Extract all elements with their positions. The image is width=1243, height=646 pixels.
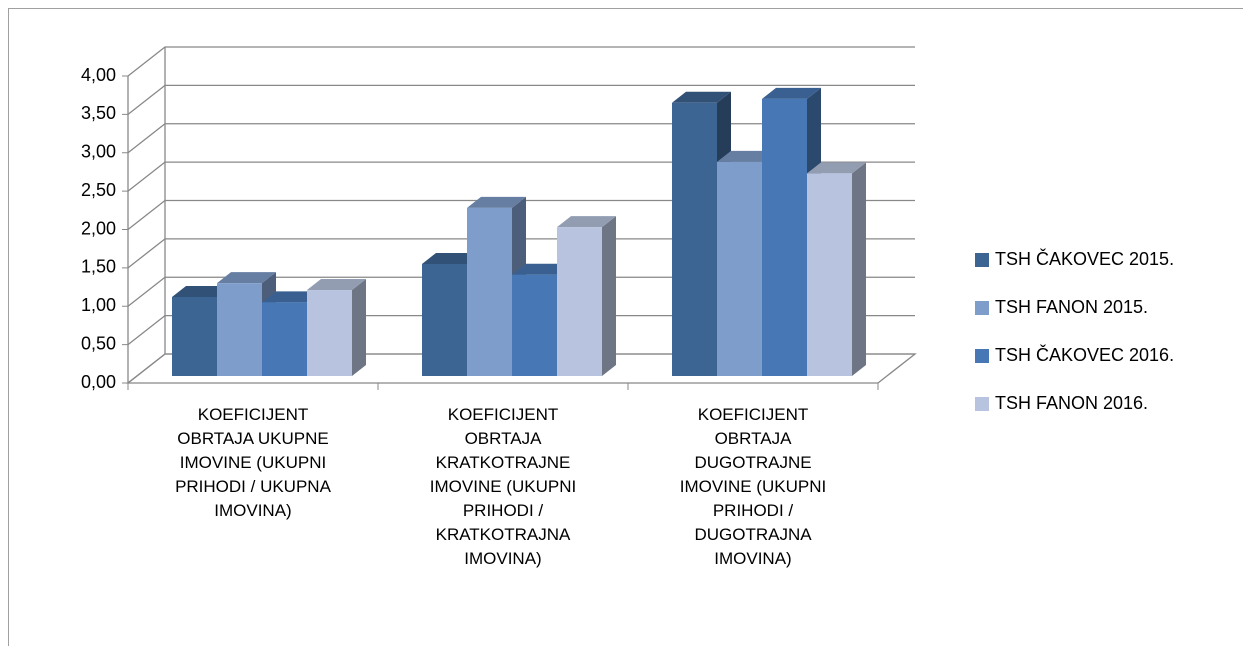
y-tick-label: 3,00 — [81, 142, 116, 162]
bar-top — [172, 285, 231, 297]
bar — [217, 283, 262, 376]
bar-top — [557, 216, 616, 228]
bar-top — [307, 279, 366, 291]
bar-side — [852, 162, 866, 376]
legend-swatch — [975, 253, 989, 267]
legend-label: TSH ČAKOVEC 2016. — [995, 344, 1174, 365]
bar-side — [352, 279, 366, 376]
bar-top — [807, 162, 866, 174]
legend-swatch — [975, 397, 989, 411]
bar — [762, 98, 807, 377]
bar — [307, 290, 352, 376]
bar — [467, 207, 512, 376]
chart-border — [8, 8, 1243, 646]
bar — [557, 227, 602, 376]
y-tick-label: 2,00 — [81, 218, 116, 238]
legend-label: TSH ČAKOVEC 2015. — [995, 248, 1174, 269]
bar-top — [217, 272, 276, 284]
bar — [172, 296, 217, 376]
bar-top — [262, 291, 321, 303]
y-tick-label: 0,50 — [81, 333, 116, 353]
bar-side — [602, 216, 616, 376]
y-tick-label: 1,00 — [81, 295, 116, 315]
y-tick-label: 0,00 — [81, 372, 116, 392]
bar-top — [467, 196, 526, 208]
x-tick-label: KOEFICIJENT OBRTAJA UKUPNE IMOVINE (UKUP… — [175, 405, 331, 520]
y-tick-label: 1,50 — [81, 257, 116, 277]
bar-top — [762, 87, 821, 99]
bar — [717, 161, 762, 376]
bar-top — [422, 252, 481, 264]
y-tick-label: 4,00 — [81, 65, 116, 85]
bar — [807, 173, 852, 376]
x-tick-label: KOEFICIJENT OBRTAJA DUGOTRAJNE IMOVINE (… — [679, 405, 827, 568]
grid-line — [127, 46, 915, 77]
bar-top — [512, 263, 571, 275]
bar — [422, 263, 467, 376]
bar-top — [672, 91, 731, 103]
legend-swatch — [975, 349, 989, 363]
bar — [262, 302, 307, 376]
bar — [672, 102, 717, 377]
x-tick-label: KOEFICIJENT OBRTAJA KRATKOTRAJNE IMOVINE… — [429, 405, 577, 568]
y-tick-label: 3,50 — [81, 103, 116, 123]
legend-label: TSH FANON 2015. — [995, 297, 1148, 317]
legend-label: TSH FANON 2016. — [995, 393, 1148, 413]
y-tick-label: 2,50 — [81, 180, 116, 200]
legend-swatch — [975, 301, 989, 315]
bar — [512, 274, 557, 376]
bar-top — [717, 150, 776, 162]
